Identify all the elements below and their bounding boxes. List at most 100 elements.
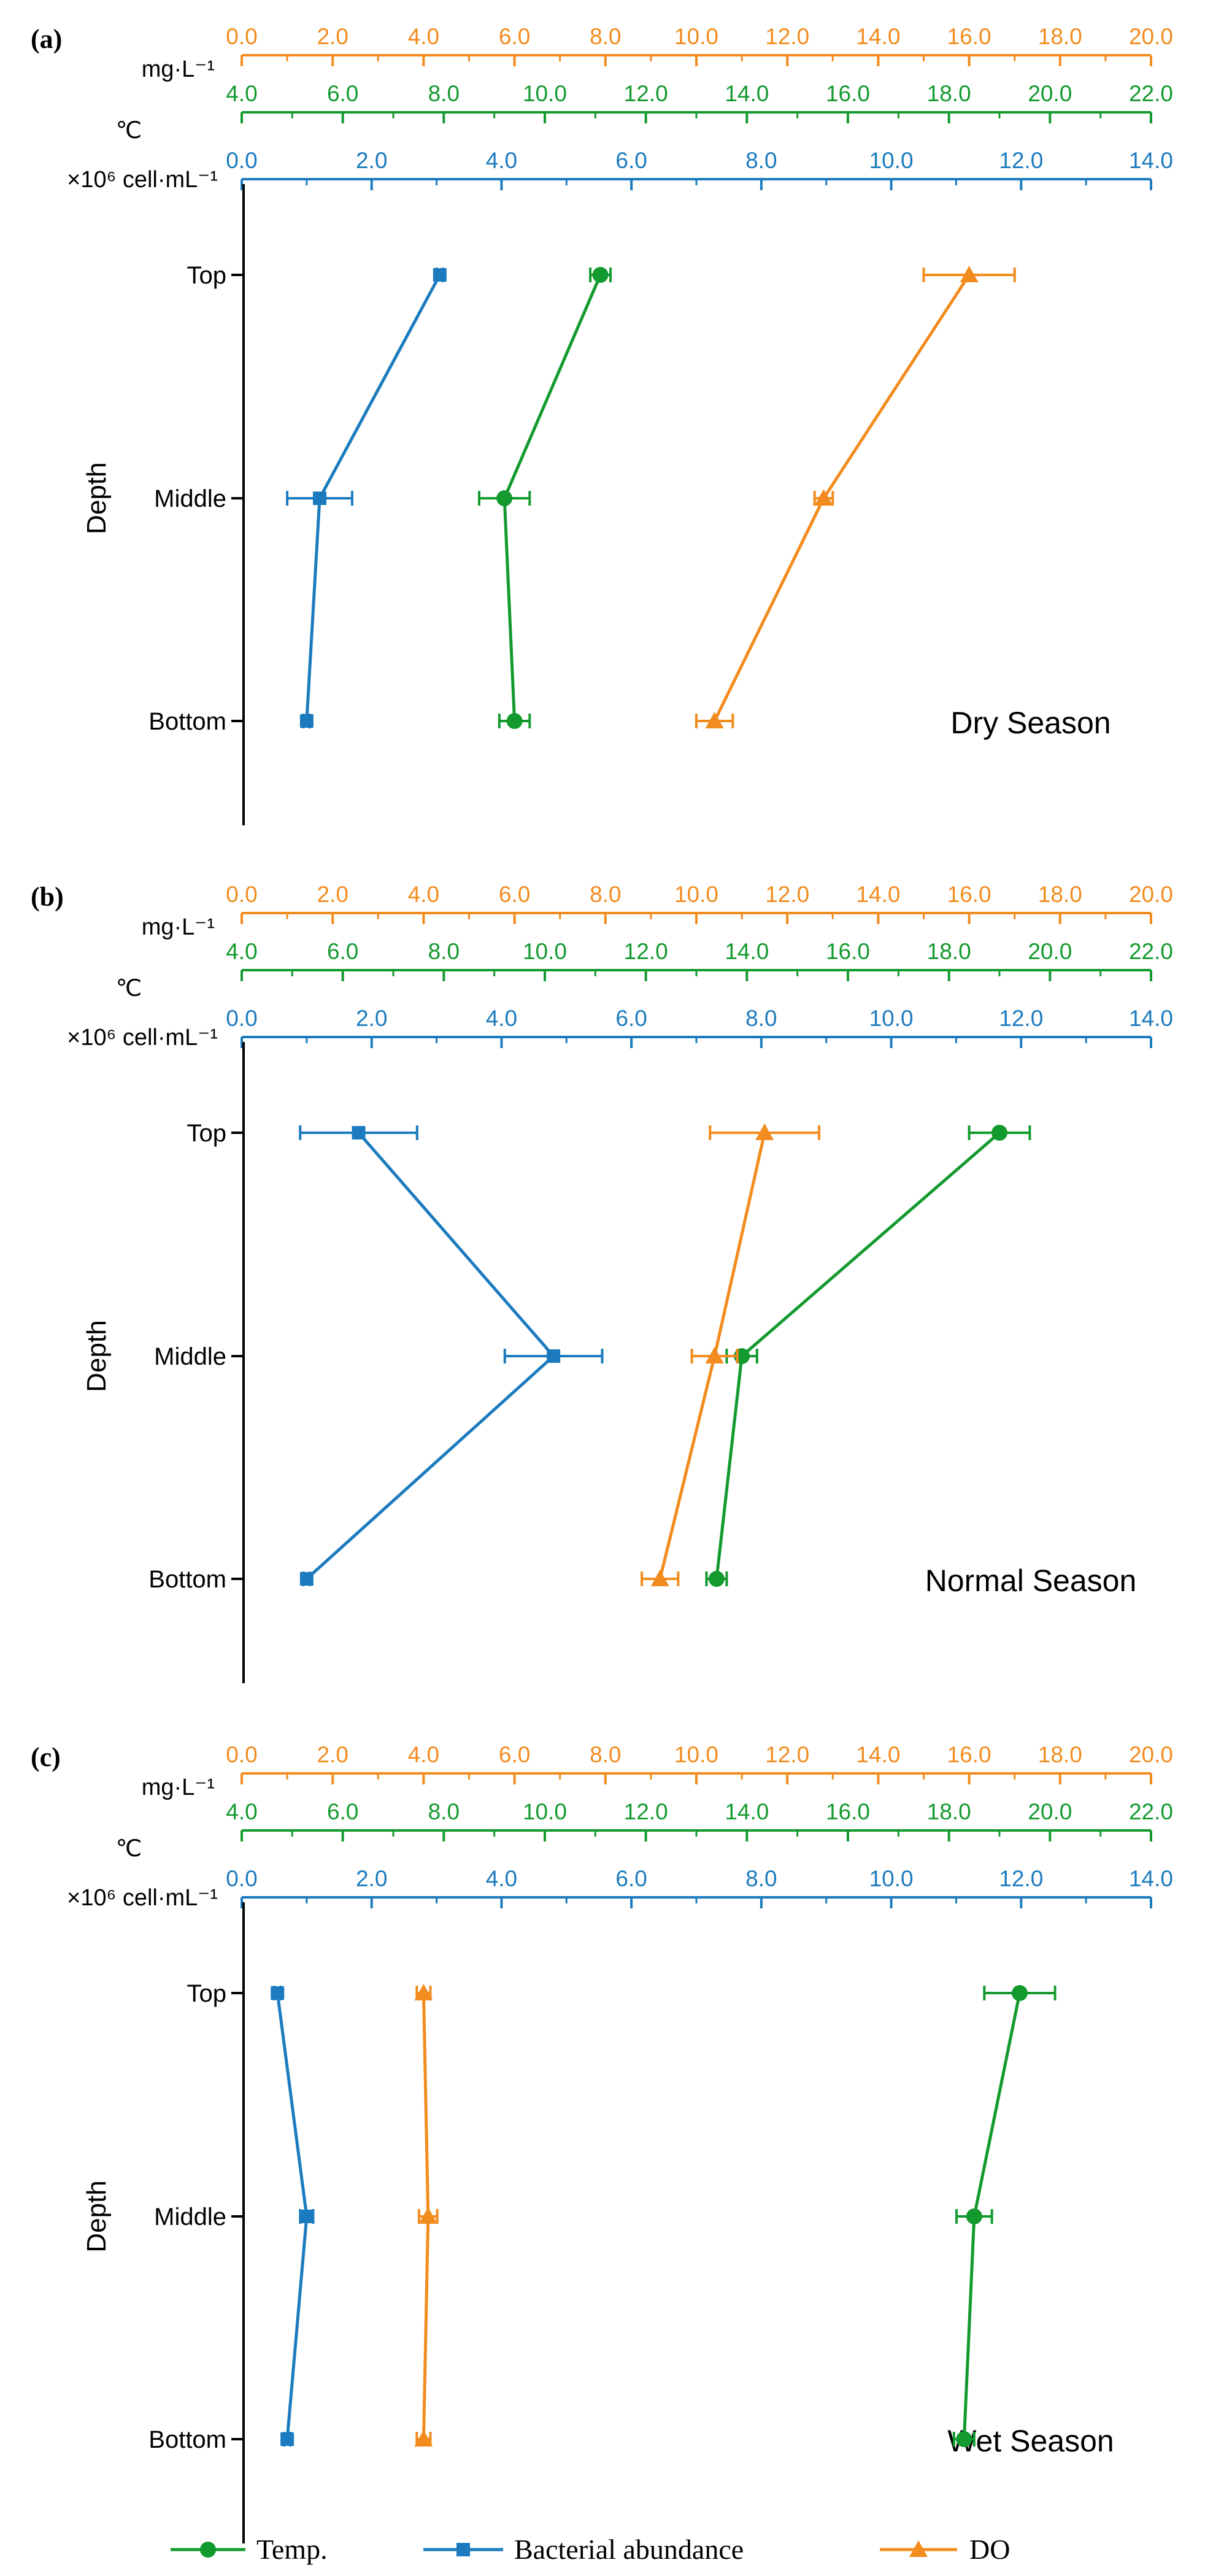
temp-data-point xyxy=(956,2431,972,2447)
bact-unit-label: ×10⁶ cell·mL⁻¹ xyxy=(67,1025,218,1051)
temp-tick-label: 16.0 xyxy=(826,1799,870,1824)
temp-tick-label: 20.0 xyxy=(1028,1799,1072,1824)
panel-letter: (a) xyxy=(31,24,62,54)
do-tick-label: 6.0 xyxy=(499,1742,530,1767)
temp-tick-label: 10.0 xyxy=(523,1799,567,1824)
do-data-point xyxy=(418,2207,437,2224)
bact-tick-label: 12.0 xyxy=(999,148,1043,173)
depth-tick-label: Middle xyxy=(154,1343,226,1370)
temp-tick-label: 14.0 xyxy=(725,1799,769,1824)
do-series-line xyxy=(713,274,971,722)
legend: Temp. Bacterial abundance DO xyxy=(171,2534,1010,2565)
bact-tick-label: 6.0 xyxy=(615,1006,647,1031)
legend-label: Bacterial abundance xyxy=(514,2534,744,2565)
do-tick-label: 0.0 xyxy=(226,882,257,907)
temp-unit-label: ℃ xyxy=(116,118,142,144)
do-tick-label: 8.0 xyxy=(590,1742,621,1767)
temp-tick-label: 22.0 xyxy=(1129,1799,1173,1824)
temp-data-point xyxy=(708,1571,725,1587)
temp-tick-label: 6.0 xyxy=(327,81,358,106)
depth-axis-label: Depth xyxy=(82,1320,112,1392)
depth-tick-label: Middle xyxy=(154,485,226,512)
temp-unit-label: ℃ xyxy=(116,1836,142,1862)
do-tick-label: 12.0 xyxy=(765,1742,809,1767)
temp-tick-label: 20.0 xyxy=(1028,939,1072,964)
bact-tick-label: 14.0 xyxy=(1129,1006,1173,1031)
do-tick-label: 20.0 xyxy=(1129,24,1173,49)
bact-tick-label: 6.0 xyxy=(615,1866,647,1891)
do-unit-label: mg·L⁻¹ xyxy=(142,56,215,82)
temp-tick-label: 12.0 xyxy=(624,1799,668,1824)
bact-tick-label: 4.0 xyxy=(486,1866,517,1891)
temp-tick-label: 8.0 xyxy=(428,1799,460,1824)
depth-tick-label: Top xyxy=(187,1980,227,2007)
do-data-point xyxy=(414,1984,433,2000)
do-tick-label: 4.0 xyxy=(408,24,439,49)
bact-tick-label: 10.0 xyxy=(869,1866,914,1891)
do-tick-label: 12.0 xyxy=(765,882,809,907)
bact-tick-label: 0.0 xyxy=(226,1006,257,1031)
bact-unit-label: ×10⁶ cell·mL⁻¹ xyxy=(67,167,218,193)
bact-data-point xyxy=(280,2432,295,2446)
bact-data-point xyxy=(433,268,447,282)
bact-data-point xyxy=(299,714,314,728)
do-data-point xyxy=(960,266,979,282)
temp-tick-label: 4.0 xyxy=(226,81,257,106)
temp-tick-label: 18.0 xyxy=(927,81,971,106)
bact-tick-label: 6.0 xyxy=(615,148,647,173)
temp-data-point xyxy=(991,1125,1007,1141)
bact-tick-label: 8.0 xyxy=(745,148,777,173)
bact-data-point xyxy=(352,1126,366,1140)
do-data-point xyxy=(755,1124,774,1140)
bact-data-point xyxy=(299,2210,314,2223)
do-data-point xyxy=(414,2430,433,2447)
do-tick-label: 10.0 xyxy=(674,882,718,907)
do-tick-label: 6.0 xyxy=(499,24,530,49)
depth-tick-label: Top xyxy=(187,262,227,289)
depth-tick-label: Bottom xyxy=(148,2426,226,2453)
temp-tick-label: 14.0 xyxy=(725,939,769,964)
temp-tick-label: 18.0 xyxy=(927,939,971,964)
do-tick-label: 2.0 xyxy=(317,882,348,907)
panel-letter: (b) xyxy=(31,882,64,912)
do-tick-label: 2.0 xyxy=(317,24,348,49)
bact-tick-label: 10.0 xyxy=(869,1006,914,1031)
do-tick-label: 10.0 xyxy=(674,24,718,49)
do-tick-label: 8.0 xyxy=(590,24,621,49)
do-tick-label: 8.0 xyxy=(590,882,621,907)
do-tick-label: 14.0 xyxy=(856,24,900,49)
temp-tick-label: 10.0 xyxy=(523,81,567,106)
do-tick-label: 20.0 xyxy=(1129,882,1173,907)
temp-tick-label: 22.0 xyxy=(1129,939,1173,964)
legend-marker-do xyxy=(909,2540,928,2557)
do-data-point xyxy=(650,1570,669,1586)
depth-tick-label: Top xyxy=(187,1120,227,1147)
temp-tick-label: 6.0 xyxy=(327,939,358,964)
do-tick-label: 16.0 xyxy=(947,882,991,907)
bact-tick-label: 8.0 xyxy=(745,1006,777,1031)
temp-tick-label: 4.0 xyxy=(226,1799,257,1824)
do-tick-label: 4.0 xyxy=(408,882,439,907)
panel-b: (b) mg·L⁻¹ ℃ ×10⁶ cell·mL⁻¹ 0.0 2.0 4.0 6.0 8.0 1… xyxy=(31,882,1173,1683)
depth-tick-label: Bottom xyxy=(148,1566,226,1593)
do-tick-label: 10.0 xyxy=(674,1742,718,1767)
do-tick-label: 4.0 xyxy=(408,1742,439,1767)
temp-tick-label: 20.0 xyxy=(1028,81,1072,106)
do-tick-label: 16.0 xyxy=(947,1742,991,1767)
temp-data-point xyxy=(592,267,609,283)
bact-tick-label: 10.0 xyxy=(869,148,914,173)
bact-data-point xyxy=(271,1986,285,2000)
bact-tick-label: 8.0 xyxy=(745,1866,777,1891)
do-tick-label: 18.0 xyxy=(1038,24,1082,49)
do-tick-label: 18.0 xyxy=(1038,882,1082,907)
legend-label: DO xyxy=(969,2534,1010,2565)
bact-tick-label: 2.0 xyxy=(356,1866,387,1891)
bact-tick-label: 4.0 xyxy=(486,148,517,173)
season-label: Wet Season xyxy=(947,2424,1114,2458)
bact-tick-label: 12.0 xyxy=(999,1006,1043,1031)
depth-axis-label: Depth xyxy=(82,462,112,534)
bact-tick-label: 2.0 xyxy=(356,148,387,173)
bact-tick-label: 0.0 xyxy=(226,148,257,173)
do-tick-label: 0.0 xyxy=(226,24,257,49)
